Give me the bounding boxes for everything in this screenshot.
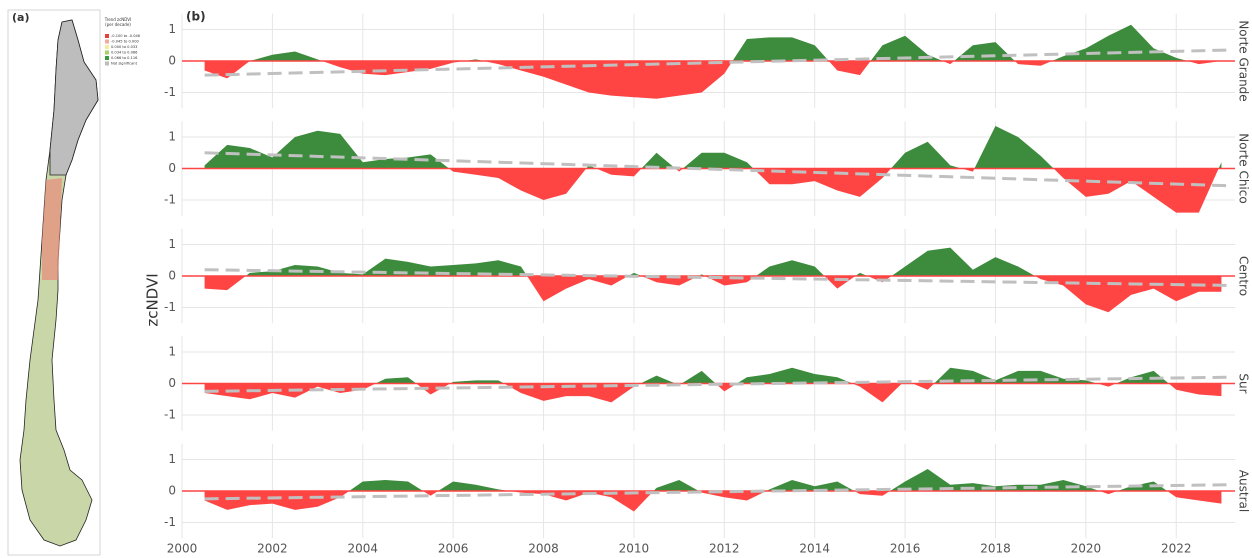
y-axis-label: zcNDVI bbox=[144, 273, 162, 326]
y-tick-label: 1 bbox=[168, 452, 176, 466]
panel-label: (a) bbox=[12, 11, 29, 24]
legend-swatch bbox=[105, 61, 109, 66]
area-negative bbox=[204, 61, 1222, 99]
x-tick-label: 2020 bbox=[1071, 542, 1102, 556]
legend-label: Not significant bbox=[111, 62, 138, 66]
y-tick-label: 1 bbox=[168, 345, 176, 359]
legend-label: -0.100 to -0.046 bbox=[111, 34, 141, 38]
x-tick-label: 2022 bbox=[1161, 542, 1192, 556]
legend-label: 0.034 to 0.066 bbox=[111, 51, 138, 55]
trend-line bbox=[204, 268, 1231, 287]
map-panel: (a) Trend zcNDVI (per decade) -0.100 to … bbox=[7, 9, 141, 556]
y-tick-label: 1 bbox=[168, 237, 176, 251]
y-tick-label: 0 bbox=[168, 484, 176, 498]
y-tick-label: -1 bbox=[164, 408, 176, 422]
legend-label: 0.000 to 0.033 bbox=[111, 45, 137, 49]
x-tick-label: 2006 bbox=[438, 542, 469, 556]
area-negative bbox=[204, 383, 1222, 403]
area-positive bbox=[204, 468, 1222, 491]
x-tick-label: 2002 bbox=[257, 542, 288, 556]
legend-title: Trend zcNDVI bbox=[104, 17, 131, 22]
legend-swatch bbox=[105, 56, 109, 60]
y-tick-label: 0 bbox=[168, 161, 176, 175]
area-positive bbox=[204, 24, 1222, 61]
x-tick-label: 2008 bbox=[528, 542, 559, 556]
legend-label: -0.045 to 0.000 bbox=[111, 40, 139, 44]
x-tick-label: 2018 bbox=[980, 542, 1011, 556]
x-tick-label: 2000 bbox=[167, 542, 198, 556]
legend-label: 0.066 to 0.116 bbox=[111, 56, 138, 60]
area-negative bbox=[204, 491, 1222, 512]
strip-label: Sur bbox=[1237, 373, 1251, 393]
x-tick-label: 2014 bbox=[799, 542, 830, 556]
area-positive bbox=[204, 125, 1222, 169]
y-tick-label: 0 bbox=[168, 376, 176, 390]
strip-label: Centro bbox=[1237, 256, 1251, 296]
y-tick-label: 0 bbox=[168, 269, 176, 283]
y-tick-label: -1 bbox=[164, 85, 176, 99]
legend-swatch bbox=[105, 50, 109, 55]
y-tick-label: 0 bbox=[168, 54, 176, 68]
map-decline bbox=[42, 178, 62, 280]
legend-swatch bbox=[105, 34, 109, 38]
strip-label: Norte Grande bbox=[1237, 20, 1251, 101]
x-tick-label: 2016 bbox=[890, 542, 921, 556]
x-tick-label: 2012 bbox=[709, 542, 740, 556]
area-positive bbox=[204, 247, 1222, 276]
legend-swatch bbox=[105, 39, 109, 44]
trend-line bbox=[204, 375, 1231, 393]
y-tick-label: 1 bbox=[168, 130, 176, 144]
strip-label: Austral bbox=[1237, 470, 1251, 512]
y-tick-label: -1 bbox=[164, 515, 176, 529]
legend-subtitle: (per decade) bbox=[105, 22, 131, 27]
x-tick-label: 2010 bbox=[619, 542, 650, 556]
map-no-data bbox=[49, 19, 99, 176]
y-tick-label: 1 bbox=[168, 22, 176, 36]
area-negative bbox=[204, 276, 1222, 313]
y-tick-label: -1 bbox=[164, 300, 176, 314]
y-tick-label: -1 bbox=[164, 193, 176, 207]
panel-label: (b) bbox=[186, 10, 206, 24]
strip-label: Norte Chico bbox=[1237, 133, 1251, 203]
trend-line bbox=[204, 48, 1231, 77]
area-negative bbox=[204, 168, 1222, 213]
trend-line bbox=[204, 483, 1231, 501]
legend-swatch bbox=[105, 45, 109, 49]
trend-line bbox=[204, 151, 1231, 188]
x-tick-label: 2004 bbox=[347, 542, 378, 556]
